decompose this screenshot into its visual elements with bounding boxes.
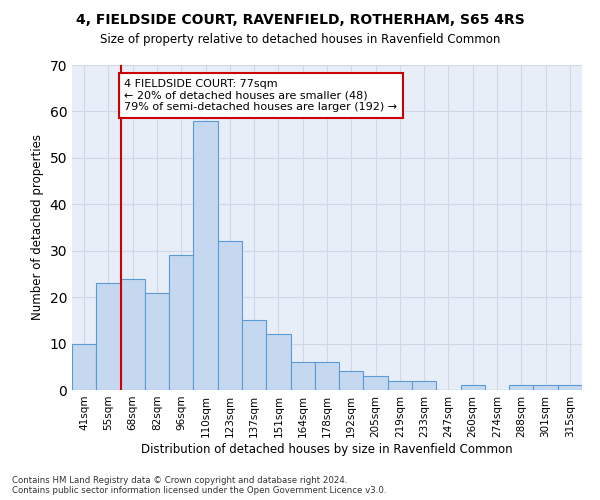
Y-axis label: Number of detached properties: Number of detached properties — [31, 134, 44, 320]
X-axis label: Distribution of detached houses by size in Ravenfield Common: Distribution of detached houses by size … — [141, 442, 513, 456]
Bar — [509, 386, 533, 390]
Bar — [193, 120, 218, 390]
Text: 4 FIELDSIDE COURT: 77sqm
← 20% of detached houses are smaller (48)
79% of semi-d: 4 FIELDSIDE COURT: 77sqm ← 20% of detach… — [124, 79, 397, 112]
Bar — [315, 362, 339, 390]
Text: 4, FIELDSIDE COURT, RAVENFIELD, ROTHERHAM, S65 4RS: 4, FIELDSIDE COURT, RAVENFIELD, ROTHERHA… — [76, 12, 524, 26]
Bar — [388, 380, 412, 390]
Bar — [266, 334, 290, 390]
Bar — [558, 386, 582, 390]
Bar — [339, 372, 364, 390]
Bar — [218, 242, 242, 390]
Bar — [96, 283, 121, 390]
Bar — [145, 292, 169, 390]
Bar — [461, 386, 485, 390]
Text: Contains public sector information licensed under the Open Government Licence v3: Contains public sector information licen… — [12, 486, 386, 495]
Text: Size of property relative to detached houses in Ravenfield Common: Size of property relative to detached ho… — [100, 32, 500, 46]
Bar — [242, 320, 266, 390]
Bar — [412, 380, 436, 390]
Text: Contains HM Land Registry data © Crown copyright and database right 2024.: Contains HM Land Registry data © Crown c… — [12, 476, 347, 485]
Bar — [533, 386, 558, 390]
Bar — [169, 256, 193, 390]
Bar — [72, 344, 96, 390]
Bar — [364, 376, 388, 390]
Bar — [290, 362, 315, 390]
Bar — [121, 278, 145, 390]
